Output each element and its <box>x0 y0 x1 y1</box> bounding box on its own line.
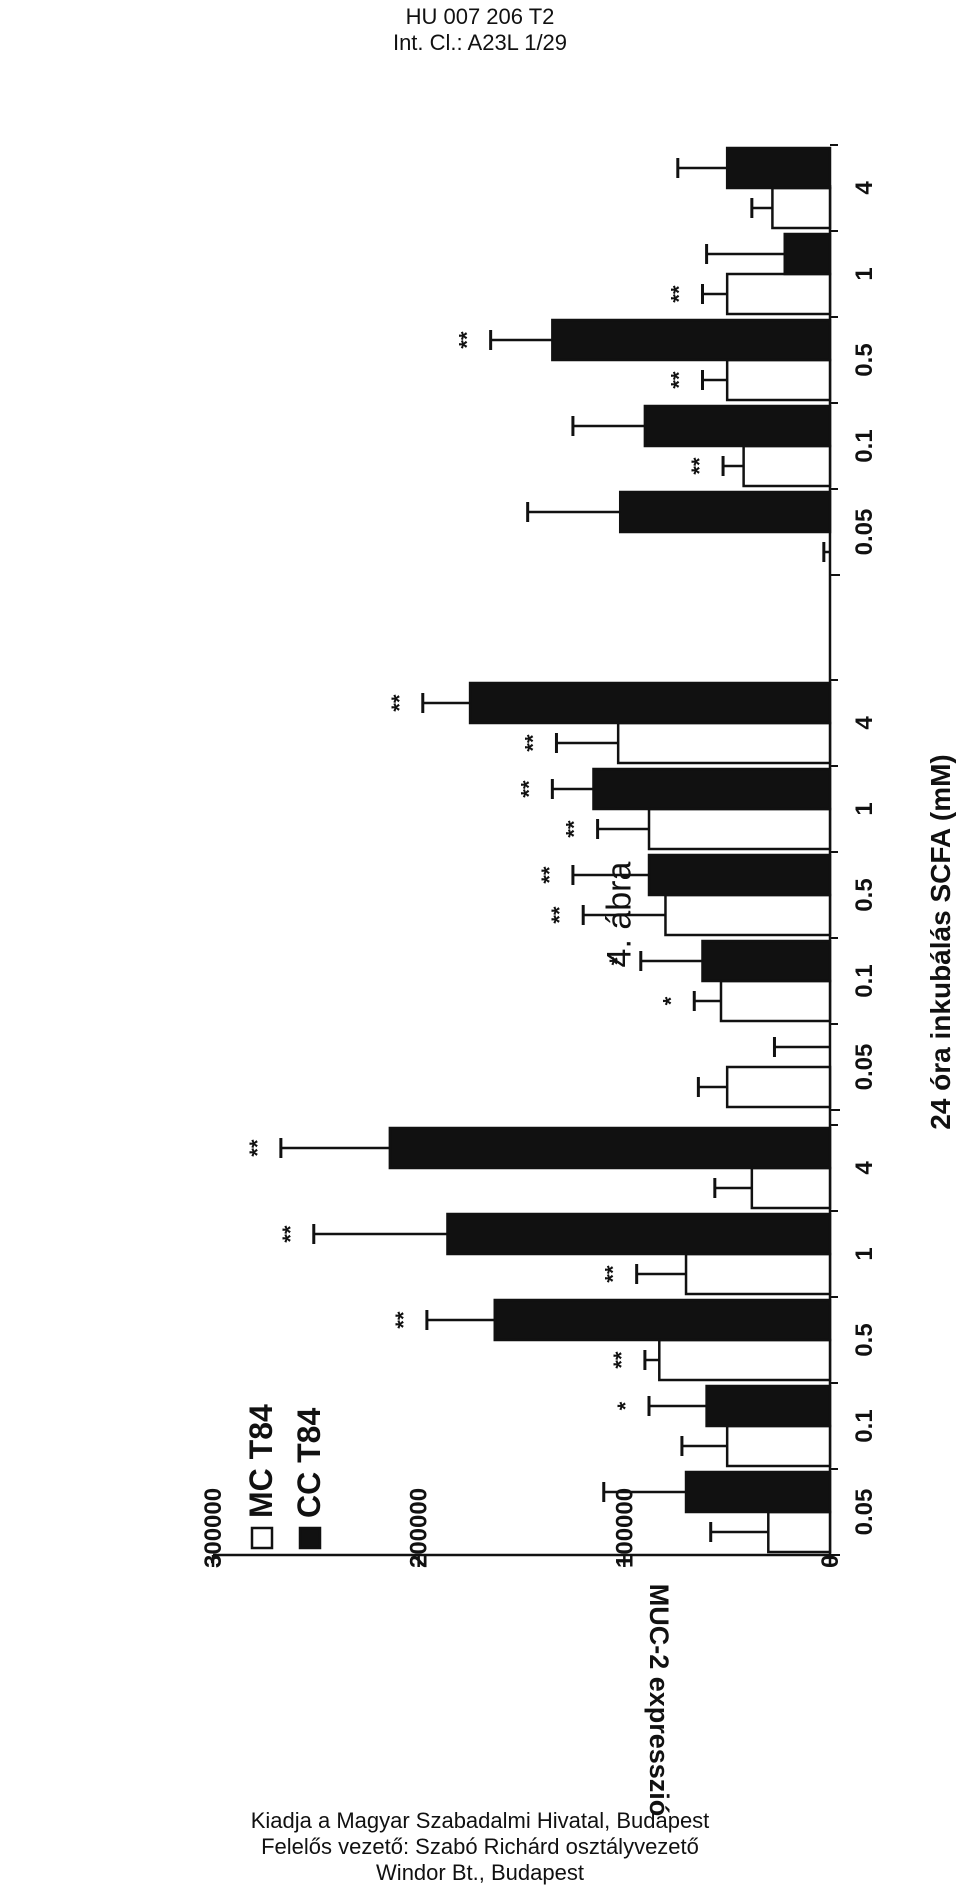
category-label: 4 <box>851 1161 878 1175</box>
category-label: 0.1 <box>851 1409 878 1442</box>
category-label: 0.1 <box>851 964 878 997</box>
significance-marker: ** <box>666 285 691 303</box>
bar-cc <box>701 939 832 983</box>
significance-marker: ** <box>601 1265 626 1283</box>
bar-mc <box>725 272 832 316</box>
bar-mc <box>725 1065 832 1109</box>
bar-cc <box>684 1470 832 1514</box>
significance-marker: ** <box>537 866 562 884</box>
value-tick-label: 300000 <box>200 1488 227 1568</box>
category-label: 1 <box>851 267 878 280</box>
category-label: 4 <box>851 716 878 730</box>
bar-mc <box>742 444 832 488</box>
bar-cc <box>643 404 832 448</box>
y-axis-title: MUC-2 expresszió <box>644 1584 674 1817</box>
significance-marker: ** <box>562 820 587 838</box>
footer-manager: Felelős vezető: Szabó Richárd osztályvez… <box>261 1834 699 1859</box>
bar-cc <box>725 146 832 190</box>
bar-mc <box>647 807 832 851</box>
value-tick-label: 200000 <box>406 1488 433 1568</box>
bar-mc <box>664 893 832 937</box>
significance-marker: ** <box>245 1139 270 1157</box>
significance-marker: ** <box>687 457 712 475</box>
bar-mc <box>719 979 832 1023</box>
category-label: 0.05 <box>851 1044 878 1091</box>
bar-mc <box>658 1338 832 1382</box>
legend-label: CC T84 <box>291 1408 327 1518</box>
footer-publisher: Kiadja a Magyar Szabadalmi Hivatal, Buda… <box>250 1808 710 1833</box>
bar-cc <box>551 318 832 362</box>
bar-cc <box>592 767 832 811</box>
category-label: 0.5 <box>851 878 878 911</box>
significance-marker: ** <box>547 906 572 924</box>
significance-marker: * <box>658 996 683 1005</box>
significance-marker: ** <box>520 734 545 752</box>
legend-swatch <box>298 1526 322 1550</box>
bar-cc <box>388 1126 832 1170</box>
significance-marker: ** <box>391 1311 416 1329</box>
significance-marker: * <box>605 956 630 965</box>
significance-marker: * <box>613 1401 638 1410</box>
significance-marker: ** <box>609 1351 634 1369</box>
bar-cc <box>783 232 832 276</box>
significance-marker: ** <box>516 780 541 798</box>
footer-printer: Windor Bt., Budapest <box>376 1860 584 1885</box>
bar-mc <box>616 721 832 765</box>
bar-cc <box>647 853 832 897</box>
bar-mc <box>750 1166 832 1210</box>
category-label: 0.5 <box>851 343 878 376</box>
value-tick-label: 0 <box>817 1555 844 1568</box>
bar-cc <box>618 490 832 534</box>
bar-mc <box>771 186 832 230</box>
category-label: 0.5 <box>851 1323 878 1356</box>
category-label: 1 <box>851 1247 878 1260</box>
category-label: 4 <box>851 181 878 195</box>
significance-marker: ** <box>278 1225 303 1243</box>
bar-cc <box>705 1384 832 1428</box>
bar-cc <box>468 681 832 725</box>
bar-cc <box>446 1212 832 1256</box>
bar-mc <box>725 358 832 402</box>
category-label: 0.1 <box>851 429 878 462</box>
value-tick-label: 100000 <box>611 1488 638 1568</box>
significance-marker: ** <box>666 371 691 389</box>
document-id: HU 007 206 T2 <box>405 4 555 29</box>
int-classification: Int. Cl.: A23L 1/29 <box>392 30 568 55</box>
legend-swatch <box>250 1526 274 1550</box>
category-label: 0.05 <box>851 1489 878 1536</box>
bar-mc <box>767 1510 832 1554</box>
legend-label: MC T84 <box>243 1404 279 1518</box>
category-label: 0.05 <box>851 509 878 556</box>
category-label: 1 <box>851 802 878 815</box>
x-axis-title: 24 óra inkubálás SCFA (mM) <box>925 754 956 1130</box>
bar-cc <box>493 1298 832 1342</box>
significance-marker: ** <box>455 331 480 349</box>
significance-marker: ** <box>387 694 412 712</box>
bar-mc <box>684 1252 832 1296</box>
bar-mc <box>725 1424 832 1468</box>
